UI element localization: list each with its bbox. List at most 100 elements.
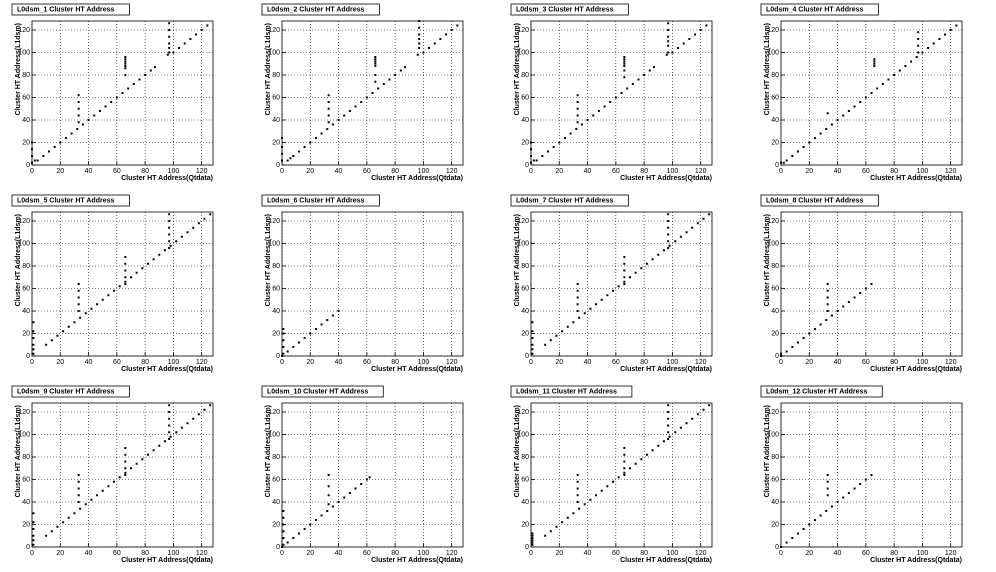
y-tick-label: 100 — [268, 431, 280, 438]
point — [168, 35, 171, 38]
point — [281, 546, 283, 548]
point — [583, 503, 586, 506]
y-tick-label: 100 — [517, 240, 529, 247]
x-tick-label: 40 — [85, 550, 93, 557]
point — [124, 262, 127, 265]
point — [124, 283, 127, 285]
point — [115, 96, 118, 99]
y-axis-label: Cluster HT Address(L1dsm) — [265, 214, 272, 306]
point — [645, 262, 648, 265]
point — [203, 217, 206, 220]
title-box — [760, 385, 883, 398]
x-tick-label: 60 — [113, 168, 121, 175]
x-tick-label: 80 — [391, 168, 399, 175]
y-tick-label: 120 — [268, 27, 280, 34]
point — [282, 537, 285, 539]
plot-frame — [530, 402, 713, 548]
point — [576, 289, 579, 292]
point — [282, 346, 285, 348]
point — [168, 29, 171, 31]
point — [327, 485, 330, 488]
y-tick-label: 0 — [525, 162, 529, 169]
x-tick-label: 120 — [695, 550, 707, 557]
y-tick-label: 80 — [272, 454, 280, 461]
y-tick-label: 0 — [775, 544, 779, 551]
point — [314, 519, 317, 521]
point — [374, 74, 377, 76]
point — [169, 435, 172, 438]
point — [576, 487, 579, 490]
point — [576, 121, 579, 124]
point — [292, 537, 295, 539]
point — [282, 523, 285, 526]
y-tick-label: 100 — [18, 431, 30, 438]
point — [569, 132, 572, 135]
x-tick-label: 0 — [529, 550, 533, 557]
y-tick-label: 100 — [767, 49, 779, 56]
point — [555, 334, 558, 337]
point — [796, 341, 799, 344]
point — [544, 534, 547, 537]
x-tick-label: 120 — [446, 359, 458, 366]
point — [667, 226, 670, 229]
point — [651, 258, 654, 261]
point — [282, 516, 285, 519]
point — [612, 289, 615, 292]
x-tick-label: 40 — [335, 168, 343, 175]
y-tick-label: 40 — [22, 117, 30, 124]
point — [45, 343, 48, 346]
point — [343, 114, 346, 117]
point — [348, 110, 351, 112]
point — [847, 492, 850, 494]
point — [76, 128, 79, 130]
point — [955, 24, 958, 27]
point — [623, 76, 626, 79]
point — [873, 62, 876, 65]
point — [168, 226, 171, 229]
point — [634, 271, 637, 274]
x-tick-label: 80 — [890, 550, 898, 557]
point — [825, 510, 828, 512]
point — [531, 541, 534, 544]
point — [152, 258, 155, 261]
x-tick-label: 100 — [168, 550, 180, 557]
point — [699, 29, 702, 31]
x-tick-label: 120 — [945, 359, 957, 366]
point — [836, 310, 839, 312]
point — [327, 494, 330, 497]
point — [531, 321, 534, 324]
x-tick-label: 40 — [584, 168, 592, 175]
point — [135, 271, 138, 274]
point — [780, 161, 782, 164]
point — [32, 348, 35, 351]
point — [864, 478, 867, 481]
point — [544, 343, 547, 346]
point — [206, 24, 209, 27]
point — [623, 58, 626, 61]
point — [67, 516, 70, 519]
point — [631, 83, 634, 85]
x-tick-label: 100 — [667, 168, 679, 175]
y-tick-label: 120 — [767, 27, 779, 34]
point — [456, 24, 459, 27]
point — [667, 417, 670, 420]
point — [168, 42, 171, 45]
x-tick-label: 120 — [196, 359, 208, 366]
point — [531, 352, 534, 355]
point — [667, 35, 670, 38]
x-axis-label: Cluster HT Address(Qtdata) — [620, 366, 712, 373]
y-tick-label: 100 — [268, 49, 280, 56]
chart-title: L0dsm_5 Cluster HT Address — [17, 197, 114, 204]
point — [853, 487, 856, 490]
point — [418, 20, 421, 22]
y-tick-label: 120 — [18, 218, 30, 225]
point — [549, 530, 552, 533]
point — [561, 330, 564, 333]
y-tick-label: 20 — [521, 521, 529, 528]
point — [623, 56, 626, 58]
point — [433, 42, 436, 45]
x-tick-label: 0 — [280, 359, 284, 366]
point — [870, 283, 873, 285]
point — [623, 447, 626, 449]
